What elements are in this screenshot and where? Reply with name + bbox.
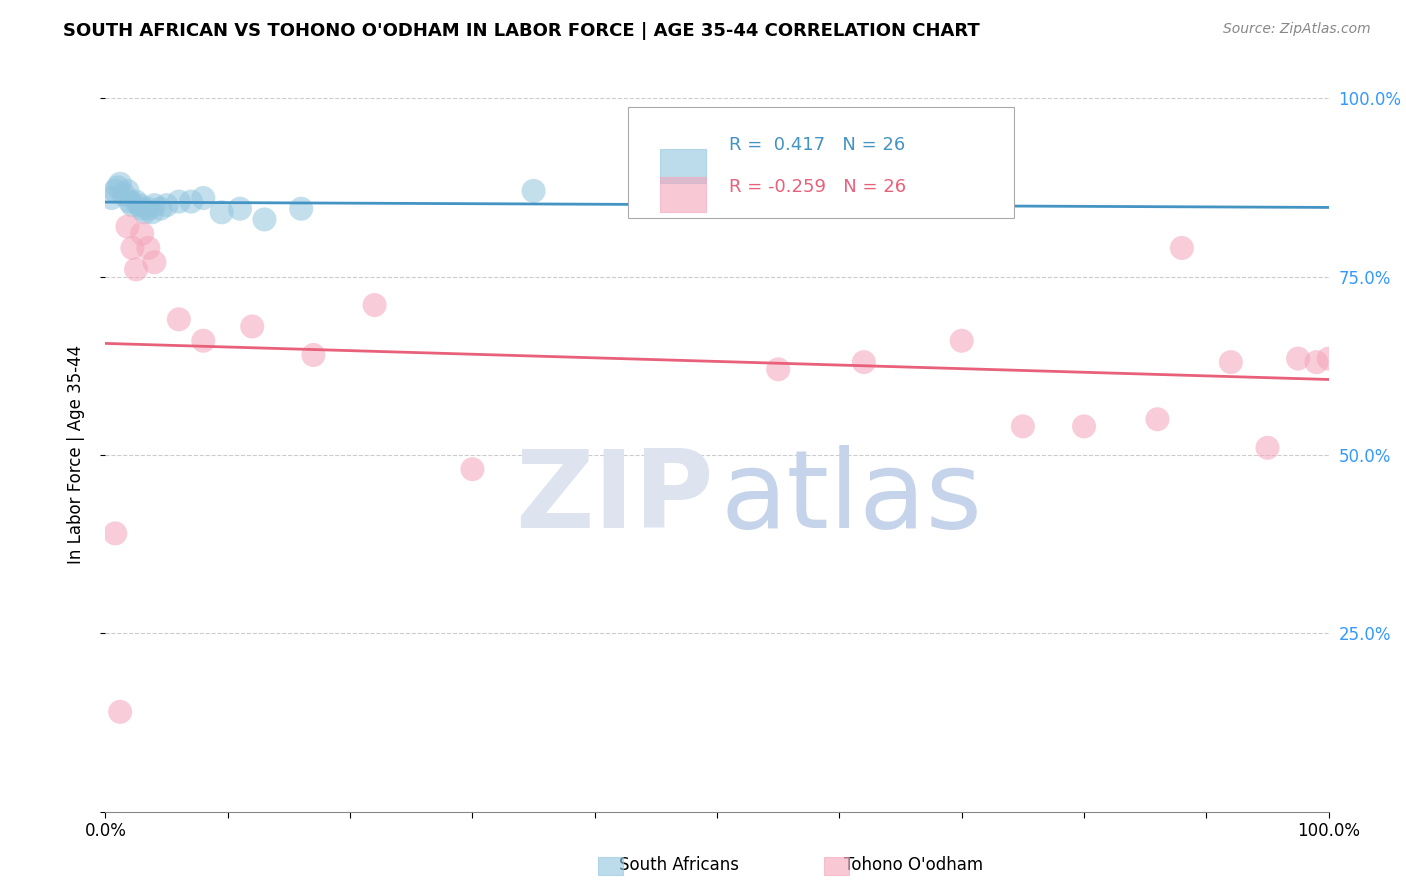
Point — [950, 334, 973, 348]
Point — [118, 194, 141, 209]
Point — [125, 194, 148, 209]
Point — [852, 355, 875, 369]
Text: Tohono O'odham: Tohono O'odham — [844, 856, 983, 874]
Point — [143, 198, 166, 212]
Point — [1286, 351, 1309, 366]
Point — [253, 212, 276, 227]
Point — [1011, 419, 1033, 434]
Point — [131, 202, 153, 216]
Point — [143, 255, 166, 269]
Point — [1073, 419, 1095, 434]
Point — [1256, 441, 1278, 455]
Point — [104, 184, 127, 198]
Text: Source: ZipAtlas.com: Source: ZipAtlas.com — [1223, 22, 1371, 37]
Text: SOUTH AFRICAN VS TOHONO O'ODHAM IN LABOR FORCE | AGE 35-44 CORRELATION CHART: SOUTH AFRICAN VS TOHONO O'ODHAM IN LABOR… — [63, 22, 980, 40]
Point — [125, 262, 148, 277]
Point — [461, 462, 484, 476]
Bar — [659, 149, 706, 183]
Point — [302, 348, 325, 362]
Point — [1317, 351, 1340, 366]
Point — [136, 241, 159, 255]
Point — [1305, 355, 1327, 369]
Point — [1146, 412, 1168, 426]
Point — [240, 319, 263, 334]
Point — [1171, 241, 1194, 255]
Point — [141, 205, 163, 219]
Text: South Africans: South Africans — [619, 856, 738, 874]
Text: atlas: atlas — [721, 445, 983, 550]
Point — [104, 526, 127, 541]
Point — [156, 198, 179, 212]
Point — [112, 187, 135, 202]
Point — [100, 191, 122, 205]
Point — [193, 191, 215, 205]
Point — [134, 205, 156, 219]
Point — [229, 202, 252, 216]
Point — [121, 241, 143, 255]
Point — [193, 334, 215, 348]
Point — [290, 202, 312, 216]
Point — [180, 194, 202, 209]
Point — [211, 205, 233, 219]
Point — [117, 219, 139, 234]
Point — [167, 194, 190, 209]
Point — [1219, 355, 1241, 369]
Text: ZIP: ZIP — [515, 445, 713, 550]
Point — [107, 180, 129, 194]
Point — [149, 202, 172, 216]
Point — [108, 177, 131, 191]
Y-axis label: In Labor Force | Age 35-44: In Labor Force | Age 35-44 — [66, 345, 84, 565]
Point — [117, 184, 139, 198]
Point — [987, 198, 1010, 212]
Point — [128, 198, 150, 212]
Text: R =  0.417   N = 26: R = 0.417 N = 26 — [730, 136, 905, 153]
Point — [768, 362, 790, 376]
Point — [121, 198, 143, 212]
Point — [167, 312, 190, 326]
Point — [108, 705, 131, 719]
Bar — [659, 178, 706, 211]
Point — [522, 184, 544, 198]
Text: R = -0.259   N = 26: R = -0.259 N = 26 — [730, 178, 907, 196]
Point — [131, 227, 153, 241]
Point — [363, 298, 385, 312]
FancyBboxPatch shape — [627, 107, 1014, 218]
Point — [136, 202, 159, 216]
